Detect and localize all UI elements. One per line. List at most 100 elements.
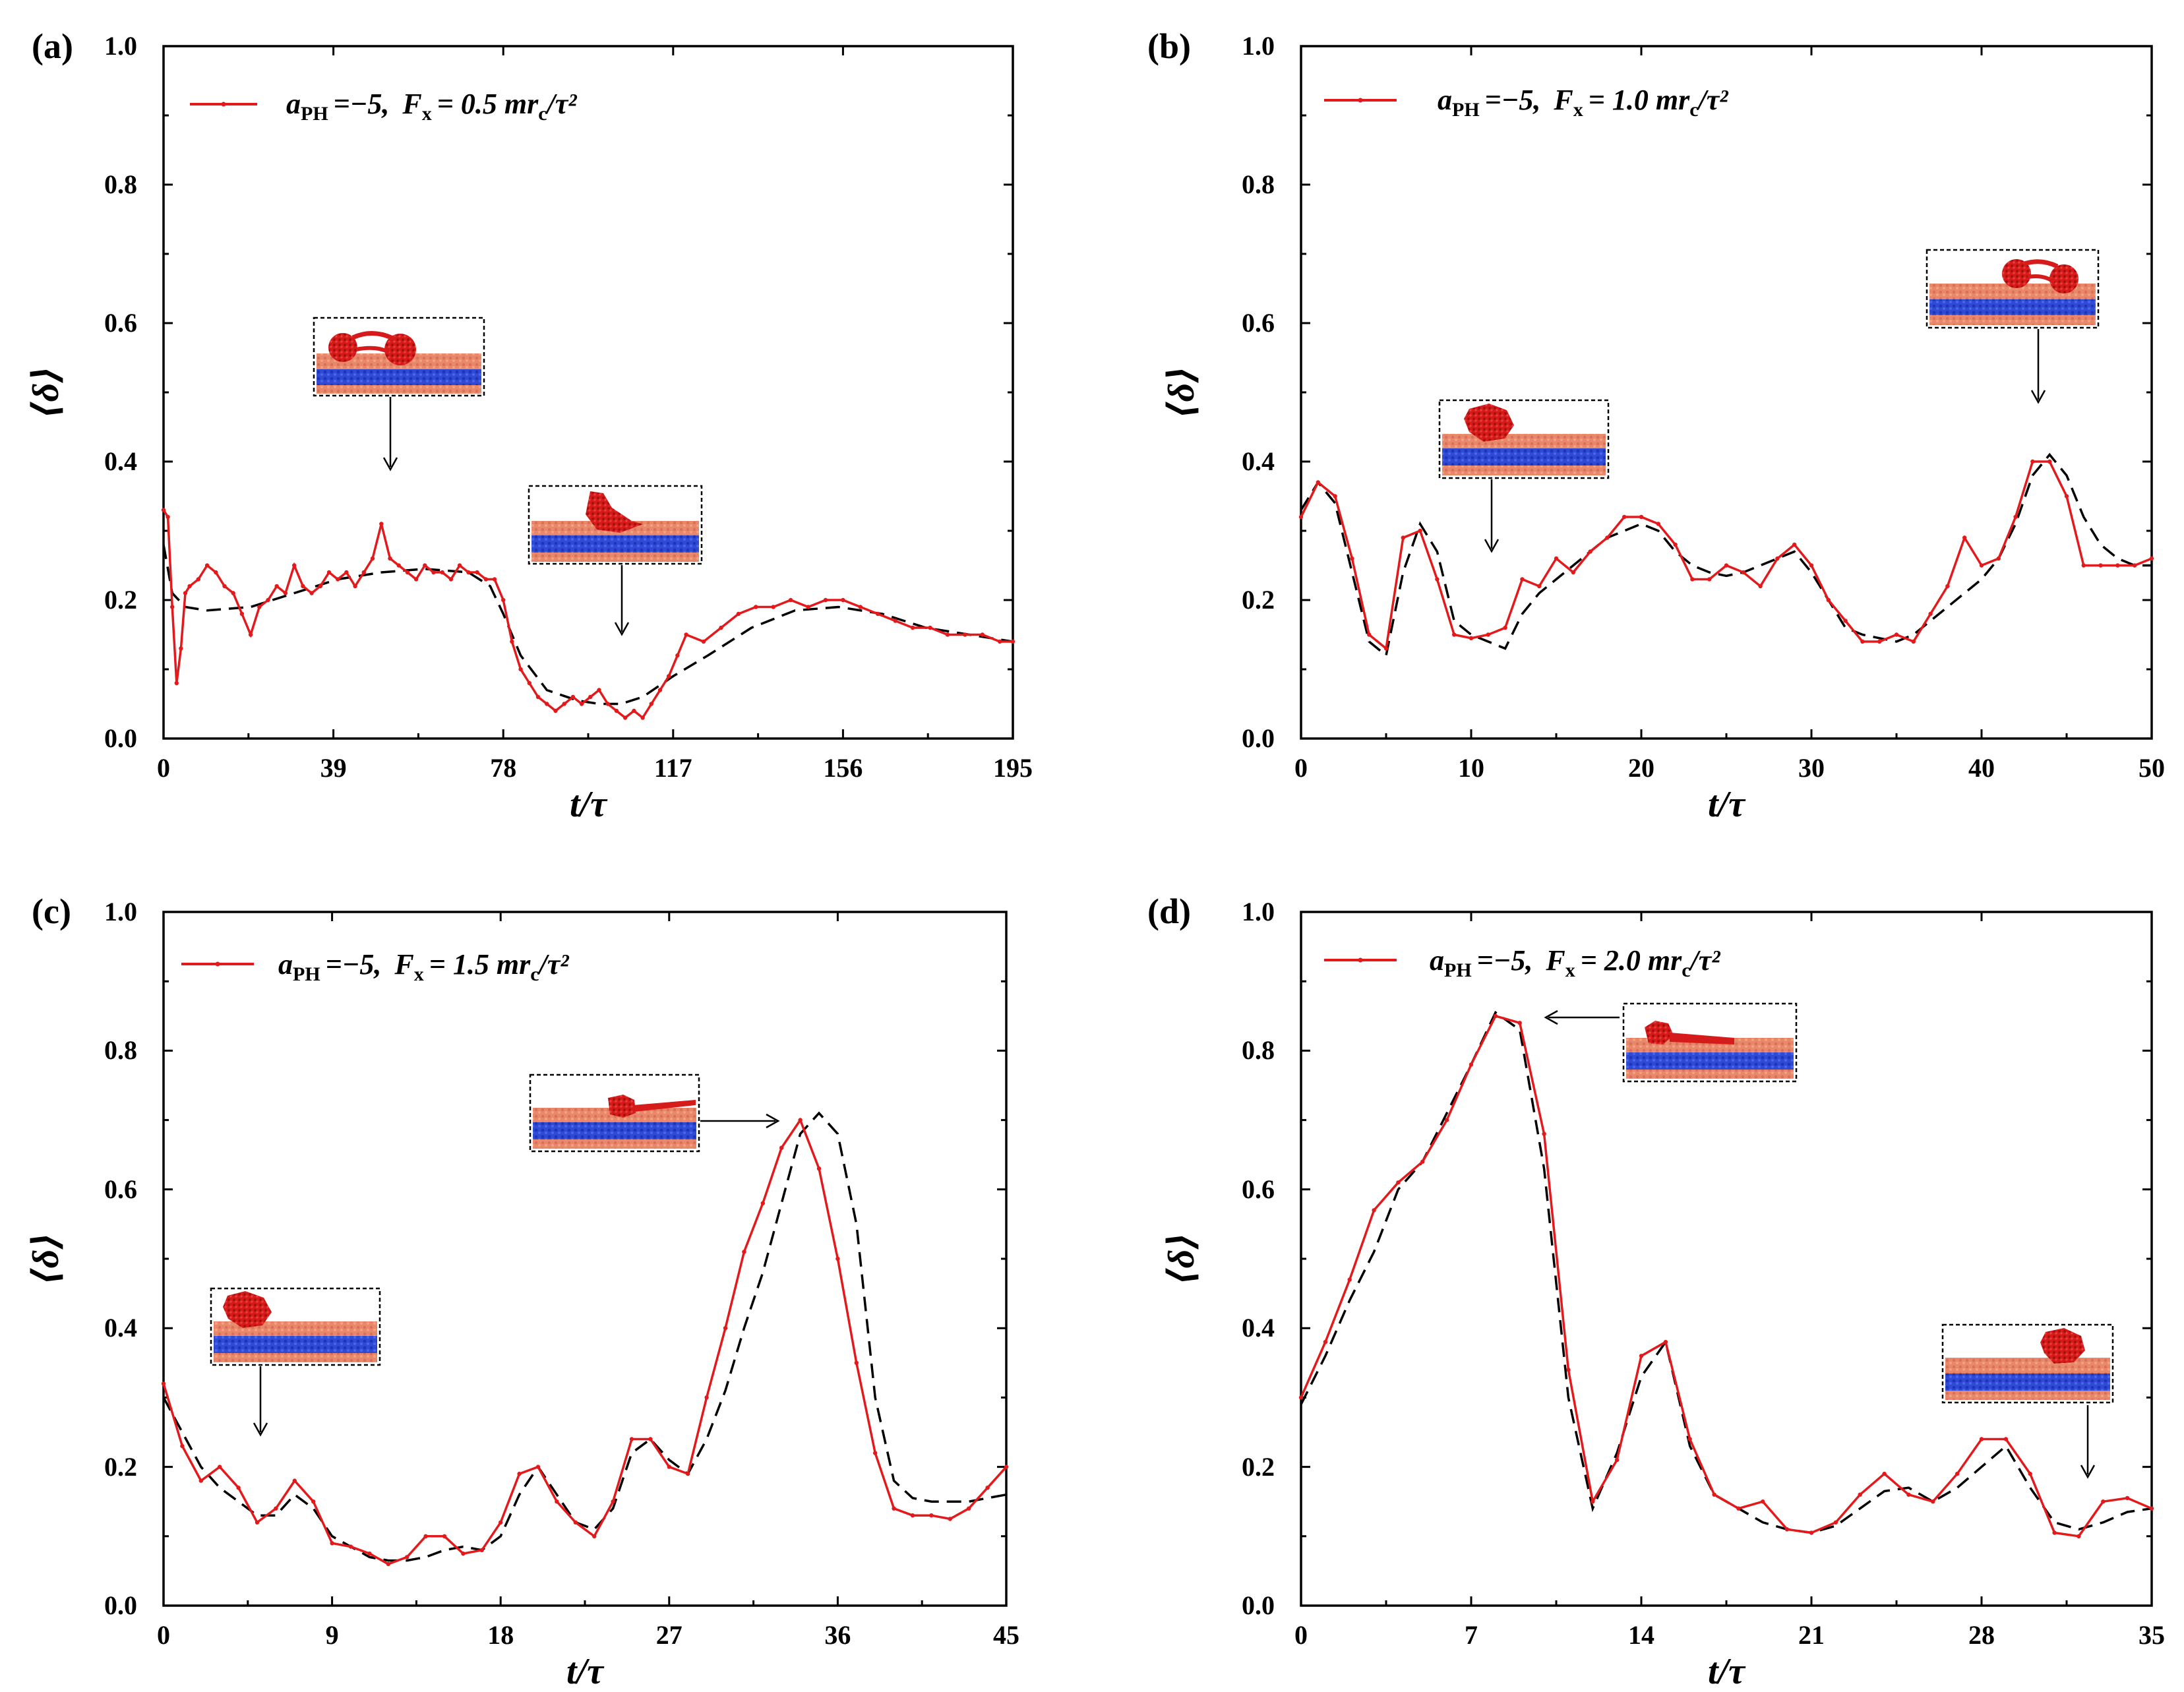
- data-point: [479, 1548, 484, 1552]
- data-point: [1858, 1492, 1862, 1497]
- y-tick-marks: [164, 114, 1013, 671]
- y-tick-label: 0.8: [1242, 1035, 1275, 1065]
- y-tick-label: 1.0: [1242, 897, 1275, 926]
- inset-arrowhead: [2080, 1465, 2096, 1479]
- data-point: [1503, 625, 1507, 630]
- panel-label-a: (a): [32, 26, 73, 66]
- data-point: [1571, 570, 1575, 575]
- data-point: [1945, 584, 1950, 589]
- x-tick-label: 45: [993, 1620, 1019, 1650]
- data-point: [1383, 646, 1389, 651]
- y-tick-label: 0.2: [1242, 585, 1275, 615]
- data-point: [873, 1451, 878, 1455]
- data-point: [945, 632, 950, 637]
- data-point: [1566, 1368, 1571, 1372]
- data-point: [1517, 1021, 1522, 1025]
- data-point: [370, 556, 375, 561]
- series-a: [161, 508, 1016, 720]
- legend-symbol: a: [1438, 84, 1452, 116]
- x-tick-label: 40: [1968, 753, 1995, 783]
- data-point: [423, 563, 427, 568]
- data-point: [2048, 459, 2052, 464]
- data-point: [301, 584, 305, 589]
- legend-symbol: a: [1430, 944, 1444, 977]
- fit-line: [162, 544, 1014, 706]
- y-tick-label: 0.0: [104, 723, 137, 753]
- data-point: [344, 570, 349, 575]
- data-point: [1931, 1499, 1935, 1504]
- data-point: [1707, 577, 1712, 582]
- data-point: [1928, 611, 1933, 617]
- inset-polymer-loop: [313, 317, 485, 397]
- legend-symbol: a: [278, 948, 293, 981]
- y-ticks-c: 0.0 0.2 0.4 0.6 0.8 1.0: [104, 897, 1006, 1620]
- legend-force-value: = 0.5 mr: [437, 88, 539, 120]
- x-tick-marks: [1385, 46, 2068, 739]
- inset-polymer-cluster: [210, 1287, 381, 1366]
- data-point: [1833, 1520, 1838, 1525]
- y-tick-label: 0.4: [104, 1313, 137, 1343]
- x-tick-label: 30: [1798, 753, 1825, 783]
- x-tick-marks: [247, 46, 929, 739]
- legend-value: =−5,: [1477, 944, 1533, 977]
- data-point: [501, 597, 506, 603]
- data-point: [1860, 639, 1865, 644]
- x-tick-label: 0: [1294, 1620, 1308, 1650]
- data-point: [1724, 563, 1729, 568]
- data-point: [442, 1534, 447, 1538]
- data-point: [475, 570, 479, 575]
- y-tick-label: 0.6: [1242, 1174, 1275, 1204]
- legend-symbol-sub: PH: [301, 103, 328, 125]
- legend-marker: [221, 102, 226, 107]
- data-point: [2077, 1534, 2081, 1538]
- data-point: [431, 570, 436, 575]
- x-tick-label: 36: [824, 1620, 851, 1650]
- legend-force-value: = 1.5 mr: [429, 948, 531, 981]
- legend-text: aPH =−5, Fx = 1.5 mrc/τ²: [278, 948, 569, 985]
- legend-symbol-sub: PH: [1444, 959, 1472, 981]
- data-point: [929, 1513, 934, 1518]
- y-tick-label: 0.8: [1242, 169, 1275, 199]
- data-point: [2013, 514, 2018, 520]
- data-point: [196, 577, 200, 582]
- data-point: [1469, 1062, 1474, 1067]
- x-tick-label: 20: [1628, 753, 1654, 783]
- data-point: [597, 688, 601, 692]
- data-point: [2003, 1437, 2009, 1441]
- legend-force-sub: x: [414, 963, 424, 985]
- data-point: [1605, 535, 1610, 540]
- data-point: [1396, 1180, 1401, 1185]
- data-point: [236, 1486, 241, 1490]
- y-axis-label-a: ⟨δ⟩: [26, 366, 67, 419]
- data-point: [174, 680, 179, 686]
- data-point: [667, 1465, 671, 1469]
- data-point: [1418, 528, 1422, 533]
- data-point: [1588, 549, 1592, 554]
- data-point: [231, 591, 235, 595]
- data-point: [963, 632, 967, 637]
- data-point: [1614, 1457, 1620, 1463]
- data-point: [1622, 514, 1627, 520]
- y-tick-marks: [1301, 980, 2152, 1538]
- data-point: [1979, 1437, 1984, 1441]
- data-point: [1962, 535, 1967, 540]
- x-tick-label: 0: [1294, 753, 1308, 783]
- y-tick-label: 0.4: [104, 446, 137, 476]
- data-point: [283, 591, 288, 595]
- data-point: [1736, 1506, 1741, 1511]
- data-point: [1809, 1530, 1814, 1535]
- data-point: [1656, 522, 1660, 526]
- data-point: [499, 1520, 503, 1525]
- data-point: [292, 1478, 297, 1483]
- data-point: [198, 1478, 203, 1483]
- data-point: [2030, 459, 2035, 464]
- legend-force: F: [1553, 84, 1573, 116]
- y-tick-label: 0.2: [1242, 1452, 1275, 1482]
- data-point: [719, 625, 723, 630]
- x-tick-label: 50: [2138, 753, 2165, 783]
- legend-unit-tail: /τ²: [1689, 944, 1721, 977]
- data-point: [553, 708, 558, 713]
- y-tick-label: 0.0: [1242, 723, 1275, 753]
- data-point: [1784, 1527, 1790, 1532]
- data-point: [1792, 542, 1797, 547]
